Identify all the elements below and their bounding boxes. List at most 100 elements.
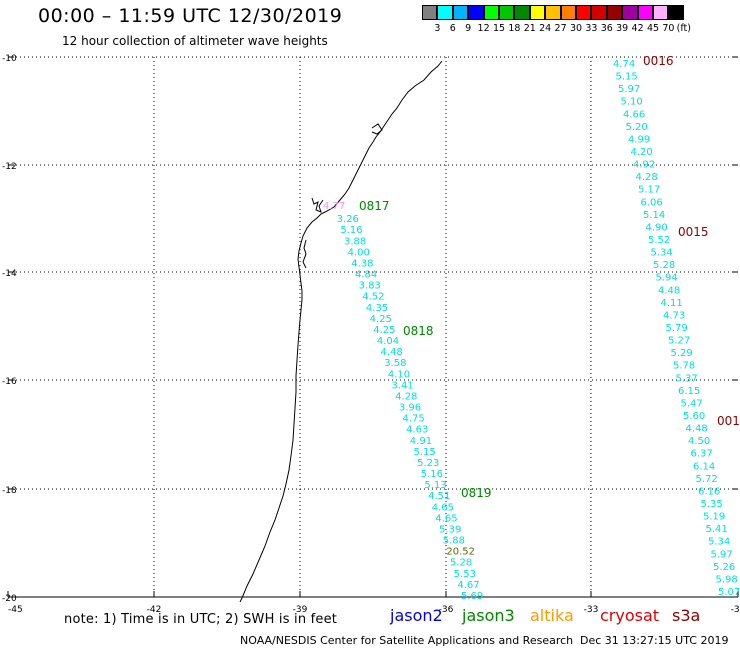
wave-height-label: 4.48 — [381, 347, 403, 358]
coastline — [239, 60, 443, 603]
colorbar-unit: (ft) — [676, 23, 691, 34]
wave-height-label: 5.10 — [621, 97, 643, 108]
map-title: 00:00 – 11:59 UTC 12/30/2019 — [38, 5, 343, 27]
wave-height-label: 5.72 — [696, 474, 718, 485]
wave-height-label: 4.77 — [323, 201, 345, 212]
colorbar-swatch — [514, 5, 530, 20]
wave-height-label: 4.11 — [661, 298, 683, 309]
lat-label: -14 — [2, 269, 17, 279]
lat-label: -12 — [2, 162, 17, 172]
colorbar-label: 39 — [616, 23, 629, 34]
colorbar-swatch — [499, 5, 515, 20]
map-grid — [8, 57, 738, 597]
pass-time-label: 001 — [717, 414, 740, 428]
wave-height-label: 4.48 — [658, 285, 680, 296]
wave-height-label: 5.53 — [454, 569, 476, 580]
wave-height-label: 4.75 — [402, 414, 424, 425]
colorbar-label: 3 — [434, 23, 441, 34]
wave-height-label: 5.26 — [713, 562, 735, 573]
lon-label: -39 — [293, 605, 308, 615]
wave-height-label: 4.25 — [370, 314, 392, 325]
colorbar-swatch — [452, 5, 469, 20]
wave-height-label: 4.52 — [362, 292, 384, 303]
colorbar-swatch — [468, 5, 484, 20]
wave-height-label: 5.37 — [676, 373, 698, 384]
colorbar-label: 12 — [477, 23, 490, 34]
wave-height-label: 3.83 — [359, 281, 381, 292]
colorbar-label: 33 — [585, 23, 598, 34]
pass-time-label: 0016 — [643, 54, 674, 68]
wave-height-label: 5.27 — [668, 336, 690, 347]
wave-height-label: 4.74 — [613, 59, 635, 70]
wave-height-label: 4.73 — [663, 310, 685, 321]
wave-height-label: 4.28 — [395, 391, 417, 402]
colorbar-label: 15 — [492, 23, 506, 34]
wave-height-label: 3.88 — [344, 236, 366, 247]
colorbar-swatch — [653, 5, 669, 20]
generated-timestamp: Dec 31 13:27:15 UTC 2019 — [580, 634, 729, 647]
credit-line: NOAA/NESDIS Center for Satellite Applica… — [240, 634, 574, 647]
wave-height-label: 6.06 — [641, 197, 663, 208]
lon-label: -33 — [584, 605, 599, 615]
wave-height-label: 20.52 — [446, 547, 475, 558]
wave-height-label: 4.63 — [406, 425, 428, 436]
colorbar-label: 18 — [508, 23, 521, 34]
legend-s3a: s3a — [672, 606, 701, 625]
lat-label: -10 — [2, 54, 17, 64]
colorbar-swatch — [545, 5, 561, 20]
wave-height-label: 6.16 — [698, 486, 720, 497]
wave-height-label: 5.79 — [666, 323, 688, 334]
colorbar-swatch — [591, 5, 607, 20]
lon-label: -36 — [439, 605, 454, 615]
wave-height-label: 5.52 — [648, 235, 670, 246]
wave-height-label: 5.23 — [417, 458, 439, 469]
colorbar-swatch — [483, 5, 499, 20]
wave-height-label: 5.97 — [618, 84, 640, 95]
wave-height-label: 4.20 — [631, 147, 653, 158]
legend-cryosat: cryosat — [600, 606, 660, 625]
lat-label: -20 — [2, 594, 17, 604]
wave-height-label: 5.14 — [643, 210, 665, 221]
wave-height-label: 4.48 — [686, 424, 708, 435]
wave-height-label: 4.25 — [373, 325, 395, 336]
colorbar-label: 24 — [539, 23, 552, 34]
colorbar-swatch — [437, 5, 453, 20]
wave-height-label: 5.60 — [683, 411, 705, 422]
wave-height-label: 4.04 — [377, 336, 399, 347]
wave-height-label: 4.91 — [410, 436, 432, 447]
colorbar-label: 36 — [600, 23, 613, 34]
wave-height-label: 6.15 — [678, 386, 700, 397]
lon-label: -30 — [731, 605, 740, 615]
wave-height-label: 5.34 — [651, 248, 673, 259]
colorbar-swatch — [576, 5, 592, 20]
altimeter-tracks: 4.773.265.163.884.004.384.843.834.524.35… — [323, 54, 740, 602]
wave-height-label: 4.51 — [428, 491, 450, 502]
colorbar-label: 6 — [449, 23, 456, 34]
colorbar-swatch — [606, 5, 623, 20]
wave-height-label: 4.28 — [636, 172, 658, 183]
wave-height-label: 4.35 — [366, 303, 388, 314]
wave-height-label: 5.88 — [443, 536, 465, 547]
colorbar-label: 42 — [631, 23, 644, 34]
pass-time-label: 0817 — [359, 199, 390, 213]
wave-height-label: 5.35 — [701, 499, 723, 510]
pass-time-label: 0819 — [461, 486, 492, 500]
wave-height-label: 5.17 — [638, 185, 660, 196]
colorbar-label: 9 — [465, 23, 472, 34]
wave-height-label: 5.15 — [413, 447, 435, 458]
map-frame — [7, 56, 739, 598]
wave-height-label: 6.37 — [691, 449, 713, 460]
wave-height-label: 5.16 — [421, 469, 443, 480]
wave-height-label: 3.58 — [384, 358, 406, 369]
wave-height-label: 3.26 — [337, 214, 359, 225]
wave-height-label: 4.65 — [435, 513, 457, 524]
wave-height-label: 5.69 — [461, 591, 483, 602]
colorbar-label: 27 — [554, 23, 567, 34]
wave-height-label: 5.41 — [706, 524, 728, 535]
colorbar-swatch — [668, 5, 684, 20]
pass-time-label: 0818 — [403, 324, 434, 338]
colorbar-swatch — [622, 5, 638, 20]
wave-height-label: 5.39 — [439, 524, 461, 535]
wave-height-label: 5.29 — [671, 348, 693, 359]
